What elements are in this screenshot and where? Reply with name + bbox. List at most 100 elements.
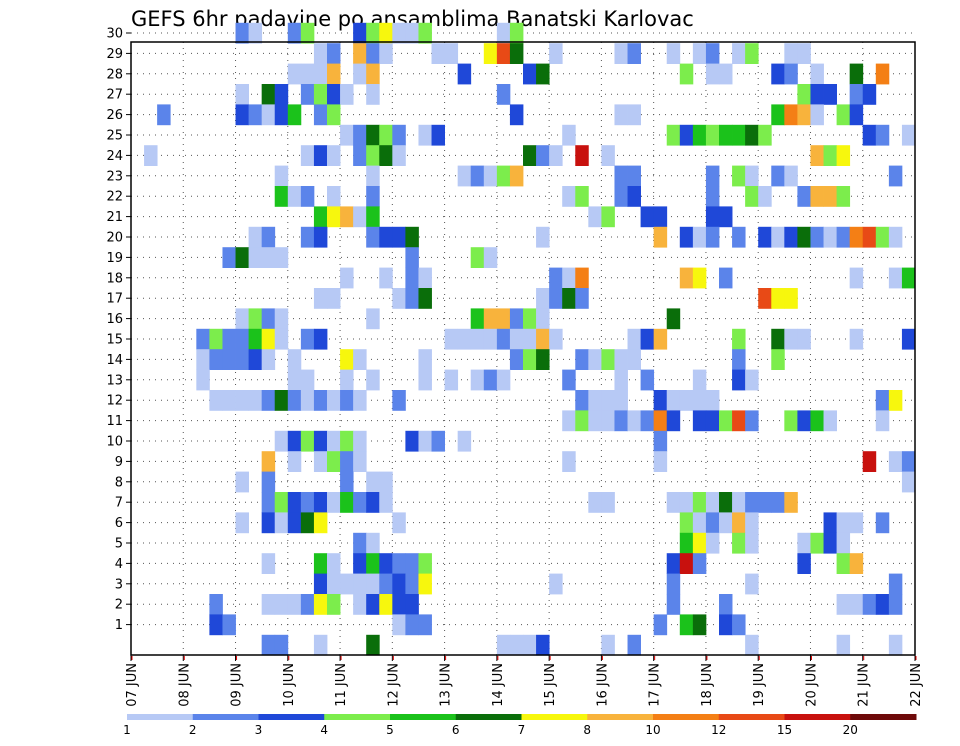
heatmap-cell — [875, 390, 890, 411]
heatmap-cell — [705, 492, 720, 513]
heatmap-cell — [862, 84, 877, 105]
heatmap-cell — [679, 553, 694, 574]
heatmap-cell — [692, 390, 707, 411]
heatmap-cell — [810, 226, 824, 248]
heatmap-cell — [601, 492, 615, 513]
heatmap-cell — [745, 410, 759, 432]
heatmap-cell — [666, 594, 681, 615]
heatmap-cell — [653, 430, 668, 452]
x-tick-label: 17 JUN — [648, 663, 663, 707]
x-tick-label: 15 JUN — [543, 663, 558, 707]
heatmap-cell — [353, 206, 367, 228]
heatmap-cell — [261, 451, 276, 472]
heatmap-cell — [745, 492, 759, 513]
heatmap-cell — [810, 186, 824, 207]
heatmap-cell — [836, 594, 851, 615]
heatmap-cell — [235, 471, 249, 493]
heatmap-cell — [601, 634, 615, 656]
y-tick-label: 3 — [115, 577, 123, 592]
plot-frame — [130, 41, 916, 656]
heatmap-cell — [483, 328, 498, 350]
legend-swatch — [784, 714, 851, 720]
heatmap-cell — [810, 84, 824, 105]
x-tick-label: 14 JUN — [491, 663, 506, 707]
heatmap-cell — [261, 349, 276, 370]
heatmap-cell — [692, 553, 707, 574]
heatmap-cell — [327, 430, 341, 452]
heatmap-cell — [366, 573, 380, 595]
heatmap-cell — [483, 165, 498, 187]
heatmap-cell — [666, 43, 681, 64]
heatmap-cell — [810, 63, 824, 85]
heatmap-cell — [692, 532, 707, 554]
heatmap-cell — [196, 369, 210, 391]
heatmap-cell — [274, 84, 289, 105]
heatmap-cell — [392, 390, 406, 411]
legend-swatch — [587, 714, 654, 720]
heatmap-cell — [588, 410, 602, 432]
heatmap-cell — [679, 63, 694, 85]
heatmap-cell — [562, 267, 576, 289]
heatmap-cell — [379, 267, 393, 289]
heatmap-cell — [679, 532, 694, 554]
heatmap-cell — [836, 512, 851, 534]
heatmap-cell — [601, 410, 615, 432]
heatmap-cell — [235, 349, 249, 370]
heatmap-cell — [261, 492, 276, 513]
heatmap-cell — [823, 512, 837, 534]
heatmap-cell — [875, 124, 890, 146]
heatmap-cell — [457, 430, 472, 452]
heatmap-cell — [679, 226, 694, 248]
heatmap-cell — [732, 226, 746, 248]
heatmap-cell — [313, 288, 328, 309]
heatmap-cell — [379, 492, 393, 513]
heatmap-cell — [523, 145, 537, 166]
heatmap-cell — [509, 308, 524, 330]
heatmap-cell — [327, 451, 341, 472]
heatmap-cell — [261, 390, 276, 411]
heatmap-cell — [327, 104, 341, 126]
heatmap-cell — [327, 492, 341, 513]
heatmap-cell — [313, 573, 328, 595]
heatmap-cell — [679, 267, 694, 289]
heatmap-cell — [862, 594, 877, 615]
heatmap-cell — [366, 186, 380, 207]
legend-label: 1 — [123, 723, 131, 737]
heatmap-cell — [692, 492, 707, 513]
heatmap-cell — [509, 328, 524, 350]
heatmap-cell — [523, 63, 537, 85]
heatmap-cell — [379, 124, 393, 146]
heatmap-cell — [549, 43, 563, 64]
heatmap-cell — [509, 22, 524, 44]
heatmap-cell — [248, 308, 263, 330]
heatmap-cell — [614, 104, 628, 126]
x-tick-label: 11 JUN — [334, 663, 349, 707]
heatmap-cell — [392, 512, 406, 534]
y-tick-label: 19 — [106, 251, 123, 266]
heatmap-cell — [366, 43, 380, 64]
heatmap-cell — [418, 369, 432, 391]
heatmap-cell — [875, 226, 890, 248]
x-axis-ticks: 07 JUN 08 JUN 09 JUN 10 JUN 11 JUN 12 JUN 13 J… — [125, 655, 924, 707]
heatmap-cell — [274, 634, 289, 656]
x-tick-label: 10 JUN — [282, 663, 297, 707]
heatmap-cell — [157, 104, 171, 126]
y-tick-label: 30 — [106, 27, 123, 42]
heatmap-cell — [327, 63, 341, 85]
heatmap-cell — [405, 226, 419, 248]
y-tick-label: 14 — [106, 353, 123, 368]
heatmap-cell — [797, 532, 811, 554]
heatmap-cell — [483, 308, 498, 330]
legend-label: 10 — [645, 723, 660, 737]
x-tick-label: 20 JUN — [804, 663, 819, 707]
heatmap-cell — [640, 328, 655, 350]
heatmap-cell — [300, 430, 315, 452]
heatmap-cell — [300, 145, 315, 166]
heatmap-cell — [523, 634, 537, 656]
heatmap-cell — [222, 614, 236, 636]
heatmap-cell — [836, 104, 851, 126]
heatmap-cell — [248, 226, 263, 248]
heatmap-cell — [797, 553, 811, 574]
heatmap-cell — [235, 84, 249, 105]
heatmap-cell — [379, 594, 393, 615]
